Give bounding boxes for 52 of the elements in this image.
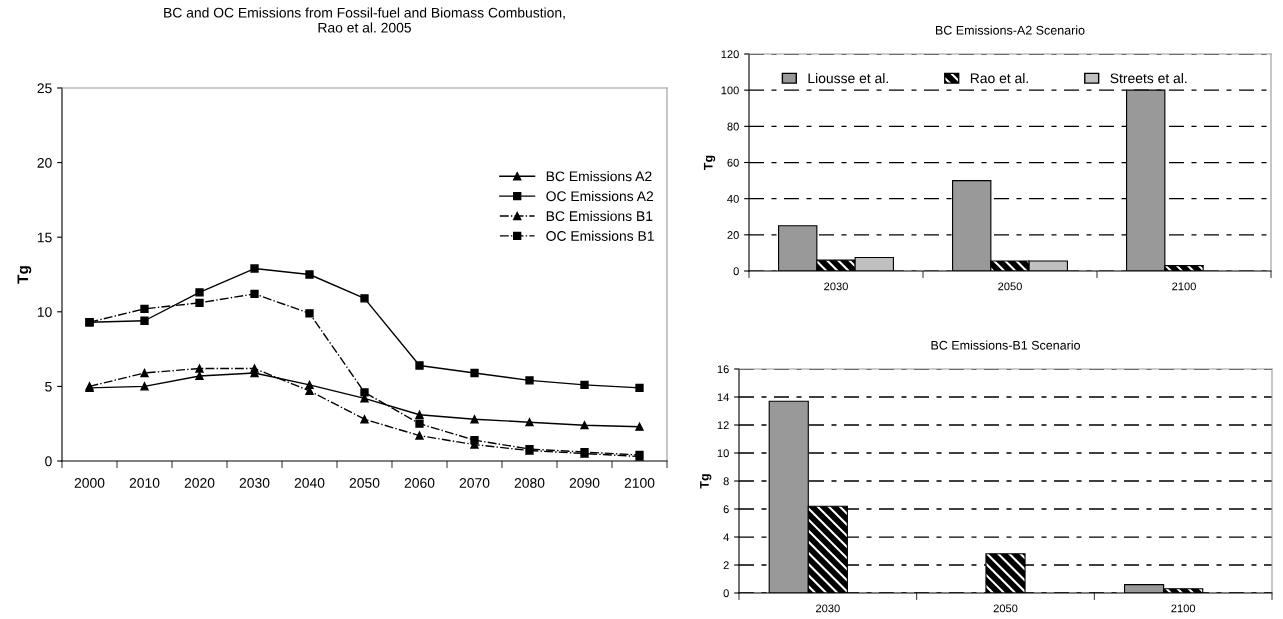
y-tick-label: 25	[37, 83, 52, 94]
x-tick-label: 2050	[349, 478, 380, 488]
y-tick-label: 120	[721, 50, 739, 59]
x-tick-label: 2100	[1172, 282, 1196, 291]
x-tick-label: 2010	[129, 478, 160, 488]
y-axis-title: Tg	[17, 266, 32, 284]
y-tick-label: 12	[717, 421, 729, 430]
legend-label: Rao et al.	[970, 73, 1028, 84]
x-tick-label: 2050	[993, 604, 1018, 613]
y-tick-label: 10	[717, 449, 729, 458]
y-tick-label: 6	[723, 505, 729, 514]
y-tick-label: 20	[37, 157, 52, 168]
x-tick-label: 2070	[459, 478, 490, 488]
y-tick-label: 8	[723, 477, 729, 486]
y-tick-label: 10	[37, 307, 52, 317]
y-tick-label: 14	[717, 393, 729, 402]
legend-label: OC Emissions A2	[546, 190, 654, 202]
y-tick-label: 16	[717, 365, 729, 374]
x-tick-label: 2100	[624, 478, 655, 488]
y-tick-label: 0	[723, 589, 729, 598]
y-axis-title: Tg	[703, 155, 716, 170]
legend-label: Streets et al.	[1110, 73, 1187, 84]
y-tick-label: 0	[45, 456, 52, 467]
x-tick-label: 2020	[184, 478, 215, 488]
x-tick-label: 2030	[239, 478, 270, 488]
y-tick-label: 0	[733, 267, 739, 276]
y-tick-label: 80	[727, 122, 739, 131]
y-tick-label: 40	[727, 194, 739, 203]
x-tick-label: 2030	[816, 604, 840, 613]
chart-title: BC Emissions-B1 Scenario	[931, 340, 1081, 350]
y-tick-label: 4	[723, 533, 729, 542]
legend-label: BC Emissions B1	[546, 210, 653, 222]
x-tick-label: 2100	[1171, 604, 1196, 613]
y-tick-label: 60	[727, 158, 739, 167]
legend-label: OC Emissions B1	[546, 230, 654, 241]
y-tick-label: 5	[45, 381, 52, 392]
chart-title: BC Emissions-A2 Scenario	[936, 25, 1085, 35]
y-tick-label: 20	[727, 231, 739, 239]
y-tick-label: 15	[37, 232, 52, 243]
x-tick-label: 2050	[998, 282, 1022, 291]
chart-title: BC and OC Emissions from Fossil-fuel and Biomass Combustion, Rao et al. 2005	[164, 7, 565, 33]
legend-label: Liousse et al.	[808, 73, 888, 84]
x-tick-label: 2030	[824, 282, 848, 291]
x-tick-label: 2060	[404, 478, 435, 488]
y-axis-title: Tg	[700, 474, 712, 489]
y-tick-label: 100	[721, 86, 739, 95]
legend-label: BC Emissions A2	[546, 171, 652, 182]
x-tick-label: 2080	[514, 478, 545, 488]
x-tick-label: 2040	[294, 478, 325, 488]
x-tick-label: 2090	[569, 478, 600, 488]
x-tick-label: 2000	[74, 478, 105, 488]
y-tick-label: 2	[723, 561, 729, 570]
